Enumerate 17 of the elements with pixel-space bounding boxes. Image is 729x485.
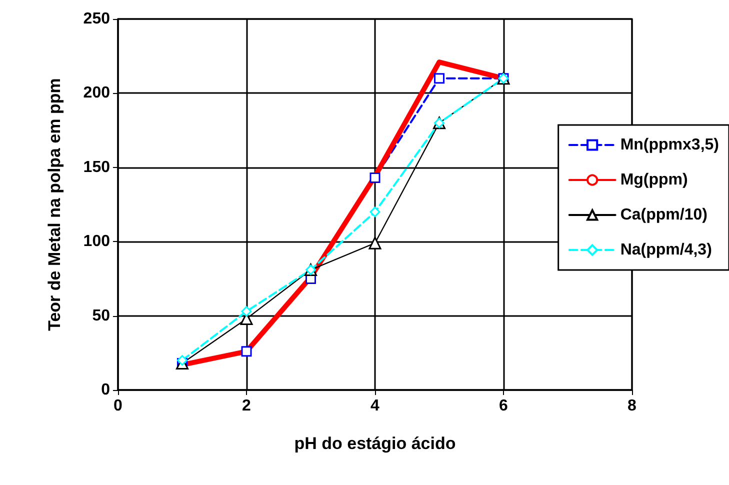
x-tick-label: 0 (114, 398, 123, 414)
x-tick-label: 8 (628, 398, 637, 414)
legend-label: Mg(ppm) (620, 172, 688, 188)
y-tick-label: 50 (92, 307, 110, 324)
y-tick-label: 0 (101, 382, 110, 398)
x-tick-label: 4 (370, 398, 380, 414)
x-axis-title: pH do estágio ácido (294, 434, 456, 453)
legend-label: Ca(ppm/10) (620, 206, 708, 224)
x-tick-label: 2 (242, 398, 252, 414)
x-tick-label: 6 (499, 398, 508, 414)
y-tick-label: 250 (83, 10, 110, 28)
y-tick-label: 150 (83, 158, 110, 176)
y-tick-label: 100 (83, 233, 110, 250)
y-tick-label: 200 (83, 84, 110, 102)
legend-label: Na(ppm/4,3) (620, 242, 712, 258)
y-axis-title: Teor de Metal na polpa em ppm (45, 78, 64, 331)
legend-label: Mn(ppmx3,5) (620, 136, 719, 154)
